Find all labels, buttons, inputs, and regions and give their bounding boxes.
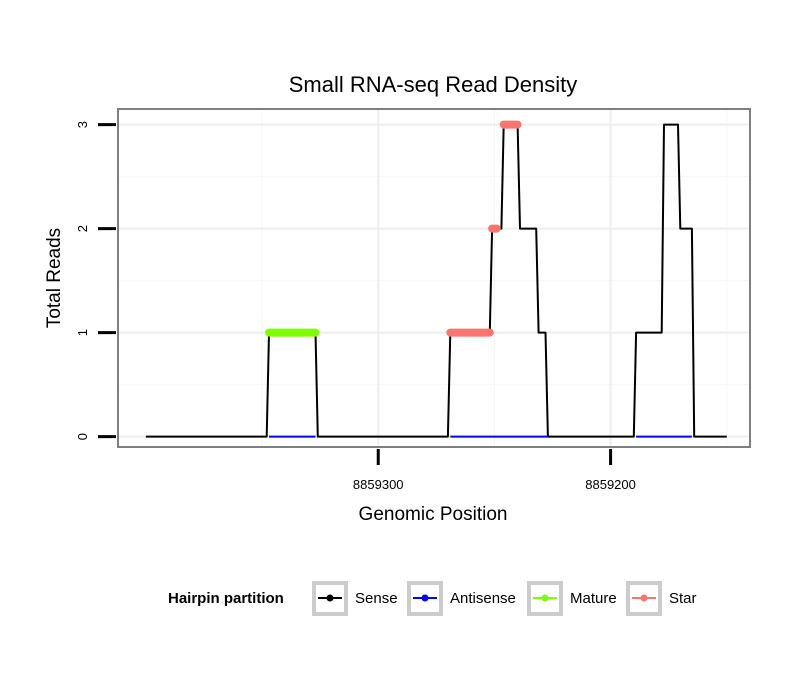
legend-key-dot <box>640 594 648 602</box>
x-tick-label: 8859200 <box>585 477 636 492</box>
legend-key-dot <box>541 594 549 602</box>
series-layer <box>145 120 727 438</box>
y-tick-label: 0 <box>75 433 90 440</box>
legend-item-mature: Mature <box>527 581 617 616</box>
legend-label-sense: Sense <box>355 590 398 607</box>
x-axis-label: Genomic Position <box>359 504 508 525</box>
legend-key-dot <box>326 594 334 602</box>
legend: Hairpin partition Sense Antisense Mature Sta… <box>168 581 697 616</box>
legend-item-star: Star <box>626 581 697 616</box>
legend-title: Hairpin partition <box>168 590 284 607</box>
y-tick-label: 1 <box>75 329 90 336</box>
series-sense-line <box>145 123 727 438</box>
legend-label-antisense: Antisense <box>450 590 516 607</box>
legend-label-mature: Mature <box>570 590 617 607</box>
y-axis-label: Total Reads <box>44 228 65 328</box>
panel-border <box>117 108 751 448</box>
legend-label-star: Star <box>669 590 697 607</box>
axes: 0 1 2 3 8859300 8859200 <box>75 121 636 492</box>
plot-panel <box>118 109 750 447</box>
legend-key-dot <box>421 594 429 602</box>
y-tick-label: 2 <box>75 225 90 232</box>
x-tick-label: 8859300 <box>353 477 404 492</box>
series-star <box>446 120 522 337</box>
series-sense <box>145 123 727 438</box>
legend-item-antisense: Antisense <box>407 581 516 616</box>
legend-item-sense: Sense <box>312 581 398 616</box>
y-tick-label: 3 <box>75 121 90 128</box>
panel-background <box>118 109 750 447</box>
chart-title: Small RNA-seq Read Density <box>289 72 578 97</box>
